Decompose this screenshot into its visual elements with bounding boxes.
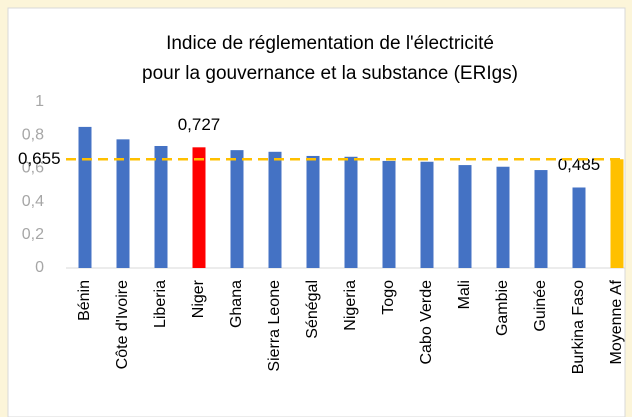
bar [420,161,434,268]
data-label: 0,727 [178,115,221,134]
bar [116,139,130,268]
x-tick-label: Bénin [76,280,93,321]
y-tick-label: 0 [35,259,44,276]
x-tick-label: Liberia [152,280,169,328]
y-tick-label: 0,4 [22,193,44,210]
bar [78,126,92,269]
y-tick-label: 1 [35,93,44,110]
bar [610,159,624,268]
bar [268,151,282,268]
bar [572,187,586,268]
x-tick-label: Gambie [494,280,511,336]
y-tick-label: 0,6 [22,160,44,177]
bar [192,147,206,268]
x-tick-label: Ghana [228,280,245,328]
x-tick-label: Guinée [532,280,549,332]
x-tick-label: Sierra Leone [266,280,283,372]
bar [230,150,244,268]
x-tick-label: Moyenne Af [608,279,625,364]
bar [382,160,396,268]
bar [154,145,168,268]
x-tick-label: Togo [380,280,397,315]
bar [458,165,472,268]
data-label: 0,485 [558,155,601,174]
x-tick-label: Côte d'Ivoire [114,280,131,369]
x-tick-label: Mali [456,280,473,309]
chart-title: pour la gouvernance et la substance (ERI… [142,63,518,84]
bar [534,170,548,268]
x-tick-label: Burkina Faso [570,280,587,374]
bar [306,155,320,268]
bar [496,166,510,268]
reference-label: 0,655 [18,149,61,168]
x-tick-label: Nigeria [342,280,359,331]
y-tick-label: 0,8 [22,126,44,143]
x-tick-label: Sénégal [304,280,321,339]
bar [344,156,358,268]
chart-title: Indice de réglementation de l'électricit… [166,33,494,54]
y-tick-label: 0,2 [22,226,44,243]
x-tick-label: Cabo Verde [418,280,435,365]
x-tick-label: Niger [190,279,207,318]
